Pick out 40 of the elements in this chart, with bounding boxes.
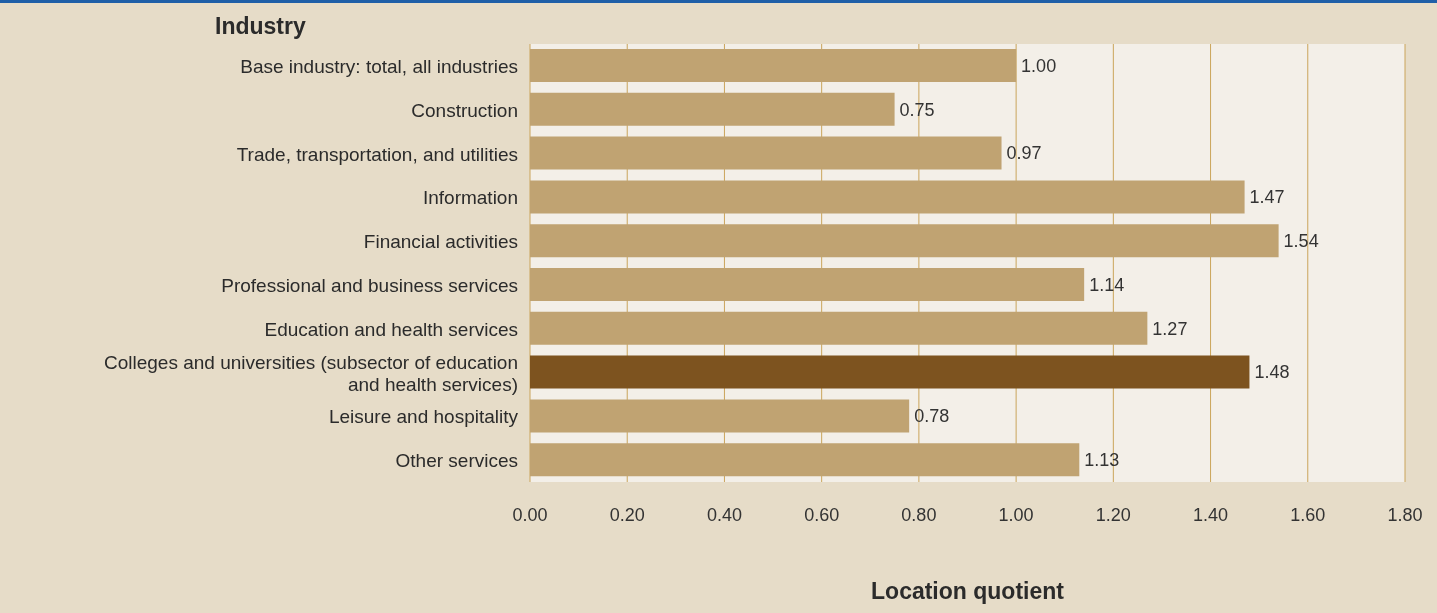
bar [530, 311, 1148, 345]
x-tick-label: 1.20 [1095, 504, 1131, 525]
bar [530, 268, 1085, 301]
data-label: 1.00 [1021, 55, 1057, 76]
x-tick-label: 1.80 [1387, 504, 1423, 525]
y-tick-label: Other services [395, 449, 518, 471]
y-tick-label: Education and health services [264, 318, 518, 340]
x-tick-label: 0.40 [706, 504, 742, 525]
y-tick-label: Information [422, 186, 518, 208]
x-axis-title: Location quotient [871, 578, 1065, 604]
data-label: 1.27 [1152, 318, 1188, 339]
y-tick-label: Professional and business services [221, 274, 518, 296]
bar [530, 399, 910, 433]
data-label: 0.75 [899, 99, 935, 120]
y-axis-title: Industry [215, 13, 306, 40]
x-tick-label: 0.60 [804, 504, 840, 525]
y-tick-label: Leisure and hospitality [328, 405, 519, 427]
bar [530, 355, 1250, 389]
x-tick-label: 1.40 [1193, 504, 1229, 525]
data-label: 1.47 [1249, 187, 1285, 208]
bar [530, 49, 1017, 82]
y-tick-label: Trade, transportation, and utilities [236, 143, 518, 164]
x-tick-label: 0.00 [512, 504, 548, 525]
data-label: 1.54 [1283, 231, 1319, 252]
y-tick-label: Financial activities [363, 230, 518, 252]
bar [530, 136, 1002, 170]
y-tick-label: Base industry: total, all industries [240, 55, 518, 77]
bar [530, 224, 1279, 258]
x-tick-label: 0.80 [901, 504, 937, 525]
data-label: 0.97 [1006, 143, 1042, 164]
bar [530, 92, 895, 126]
y-tick-label: Colleges and universities (subsector of education and health services) [103, 351, 518, 394]
bar [530, 443, 1080, 477]
x-tick-label: 1.00 [998, 504, 1034, 525]
x-tick-label: 1.60 [1290, 504, 1326, 525]
data-label: 1.48 [1254, 362, 1290, 383]
y-tick-label: Construction [411, 99, 518, 121]
x-tick-label: 0.20 [609, 504, 645, 525]
data-label: 0.78 [914, 406, 950, 427]
bar [530, 180, 1245, 214]
